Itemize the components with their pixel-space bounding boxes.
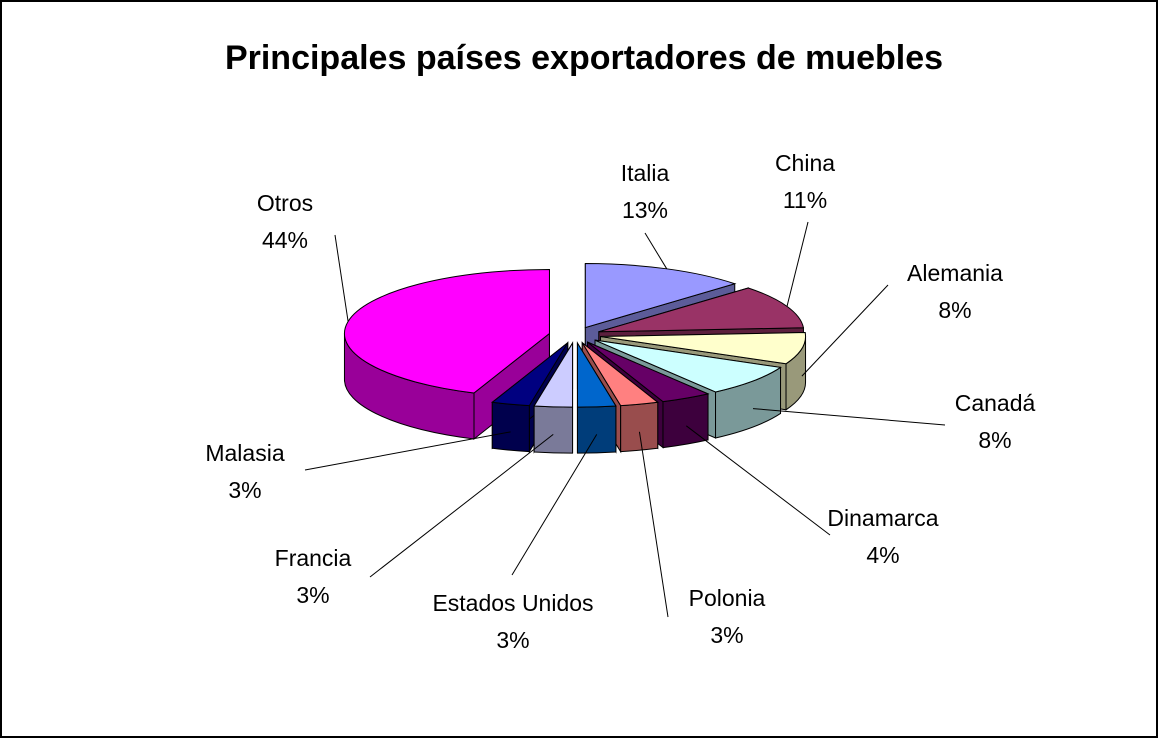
leader-line (685, 425, 831, 536)
slice (594, 339, 782, 393)
leader-line (801, 284, 889, 377)
slice-side (662, 393, 709, 449)
leader-line (644, 232, 668, 270)
slice-side (491, 401, 530, 453)
leader-line (752, 408, 946, 426)
value-label: 8% (938, 297, 971, 323)
leader-line (511, 434, 598, 576)
leader-line (786, 221, 809, 307)
leader-line (638, 431, 669, 618)
slice-side (576, 405, 617, 454)
leader-line (369, 434, 554, 578)
slice-side (533, 405, 574, 454)
slice (581, 342, 659, 407)
category-label: Canadá (955, 390, 1036, 416)
value-label: 3% (710, 622, 743, 648)
leader-line (334, 234, 349, 322)
value-label: 13% (622, 197, 668, 223)
slice (491, 342, 569, 407)
category-label: Malasia (205, 440, 284, 466)
slice (587, 341, 710, 403)
slice (600, 331, 807, 365)
slice (584, 263, 737, 329)
category-label: Italia (621, 160, 670, 186)
category-label: Francia (275, 545, 352, 571)
leader-line (304, 431, 511, 471)
value-label: 4% (866, 542, 899, 568)
category-label: Estados Unidos (432, 590, 593, 616)
category-label: Alemania (907, 260, 1003, 286)
slice-side (620, 401, 659, 453)
value-label: 3% (496, 627, 529, 653)
chart-title: Principales países exportadores de muebl… (225, 39, 943, 77)
slice (533, 341, 574, 408)
category-label: Otros (257, 190, 313, 216)
slice (576, 341, 617, 408)
category-label: Dinamarca (827, 505, 938, 531)
value-label: 3% (296, 582, 329, 608)
category-label: Polonia (689, 585, 766, 611)
value-label: 44% (262, 227, 308, 253)
category-label: China (775, 150, 835, 176)
value-label: 8% (978, 427, 1011, 453)
value-label: 11% (783, 187, 827, 213)
value-label: 3% (228, 477, 261, 503)
